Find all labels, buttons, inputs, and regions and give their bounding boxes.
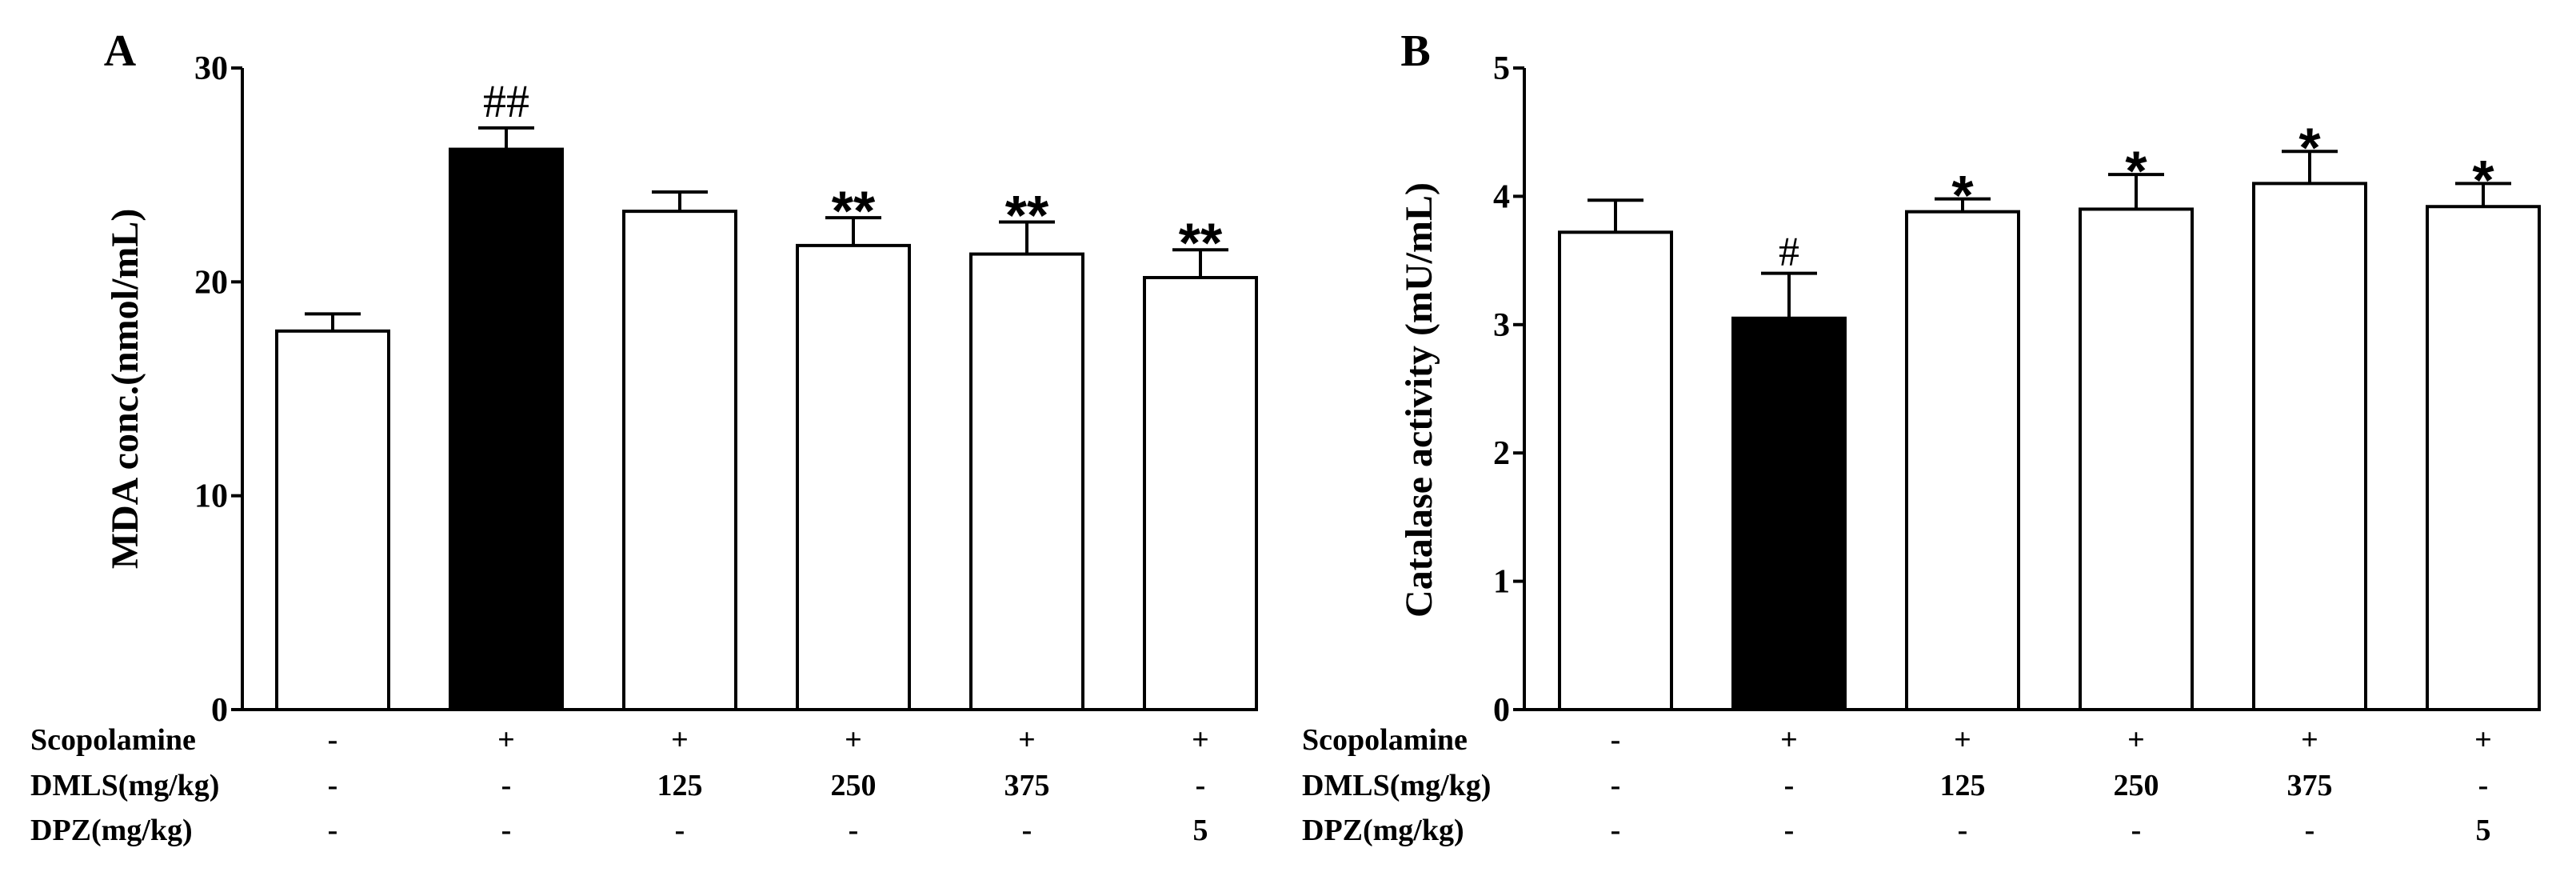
bar-4 xyxy=(2079,207,2194,711)
condition-cell: - xyxy=(328,814,338,847)
significance-annotation: ** xyxy=(832,180,876,242)
panel-a: A MDA conc.(nmol/mL) 0 10 20 30 ## ** ** ** Scopol… xyxy=(30,26,1258,847)
y-tick-label: 2 xyxy=(1493,435,1510,472)
condition-row-label: Scopolamine xyxy=(1302,723,1468,757)
condition-cell: + xyxy=(2127,723,2145,757)
bar-3 xyxy=(1905,210,2020,711)
significance-annotation: * xyxy=(1951,164,1974,226)
bar-1 xyxy=(1558,230,1673,711)
condition-cell: + xyxy=(497,723,515,757)
condition-cell: 250 xyxy=(831,769,877,802)
bar-4 xyxy=(796,243,911,711)
bar-6 xyxy=(2426,205,2541,711)
condition-cell: - xyxy=(1022,814,1032,847)
condition-cell: - xyxy=(1784,769,1795,802)
condition-cell: - xyxy=(2478,769,2489,802)
condition-cell: 375 xyxy=(2287,769,2333,802)
y-tick-label: 0 xyxy=(1493,692,1510,729)
condition-cell: - xyxy=(1784,814,1795,847)
bar-5 xyxy=(969,252,1084,711)
condition-cell: - xyxy=(501,769,512,802)
bar-5 xyxy=(2252,182,2367,712)
significance-annotation: * xyxy=(2298,117,2321,179)
y-tick-label: 3 xyxy=(1493,307,1510,344)
condition-row-label: DMLS(mg/kg) xyxy=(30,769,219,802)
condition-cell: - xyxy=(328,723,338,757)
y-axis-label: MDA conc.(nmol/mL) xyxy=(104,209,146,570)
significance-annotation: * xyxy=(2472,149,2494,211)
bar-6 xyxy=(1143,275,1258,711)
y-tick-label: 10 xyxy=(194,478,228,515)
bar-3 xyxy=(622,210,737,711)
bar-1 xyxy=(275,329,390,711)
significance-annotation: ** xyxy=(1005,184,1049,246)
y-tick-label: 20 xyxy=(194,264,228,301)
condition-cell: + xyxy=(2474,723,2492,757)
condition-cell: + xyxy=(1780,723,1798,757)
condition-cell: - xyxy=(1611,814,1621,847)
significance-annotation: * xyxy=(2125,140,2147,202)
condition-cell: - xyxy=(1611,769,1621,802)
condition-cell: 125 xyxy=(657,769,703,802)
y-tick-label: 30 xyxy=(194,50,228,87)
panel-b: B Catalase activity (mU/mL) 0 1 2 3 4 5 # * * * * Sco… xyxy=(1302,26,2541,847)
y-tick-label: 0 xyxy=(211,692,228,729)
condition-cell: + xyxy=(2301,723,2318,757)
significance-annotation: ** xyxy=(1179,212,1223,274)
y-axis-label: Catalase activity (mU/mL) xyxy=(1398,182,1440,618)
condition-cell: 5 xyxy=(1193,814,1208,847)
condition-cell: - xyxy=(1958,814,1968,847)
condition-cell: - xyxy=(675,814,685,847)
condition-cell: - xyxy=(2131,814,2142,847)
condition-row-label: Scopolamine xyxy=(30,723,196,757)
panel-letter: B xyxy=(1400,26,1430,76)
condition-cell: - xyxy=(849,814,859,847)
condition-cell: + xyxy=(845,723,862,757)
significance-annotation: # xyxy=(1779,230,1799,275)
panel-letter: A xyxy=(104,26,137,76)
condition-row-label: DMLS(mg/kg) xyxy=(1302,769,1491,802)
condition-cell: + xyxy=(1954,723,1971,757)
condition-cell: - xyxy=(2305,814,2315,847)
condition-cell: + xyxy=(1018,723,1036,757)
y-tick-label: 1 xyxy=(1493,564,1510,601)
y-tick-label: 5 xyxy=(1493,50,1510,87)
condition-cell: 375 xyxy=(1004,769,1050,802)
condition-cell: 125 xyxy=(1940,769,1986,802)
bar-2 xyxy=(1731,316,1847,711)
condition-cell: 250 xyxy=(2114,769,2159,802)
condition-cell: 5 xyxy=(2476,814,2491,847)
condition-row-label: DPZ(mg/kg) xyxy=(1302,814,1464,847)
condition-cell: + xyxy=(671,723,689,757)
condition-cell: - xyxy=(1611,723,1621,757)
condition-cell: - xyxy=(1196,769,1206,802)
condition-cell: - xyxy=(501,814,512,847)
condition-cell: + xyxy=(1192,723,1209,757)
bar-2 xyxy=(449,147,564,711)
condition-row-label: DPZ(mg/kg) xyxy=(30,814,193,847)
y-tick-label: 4 xyxy=(1493,178,1510,215)
condition-cell: - xyxy=(328,769,338,802)
significance-annotation: ## xyxy=(483,75,529,127)
